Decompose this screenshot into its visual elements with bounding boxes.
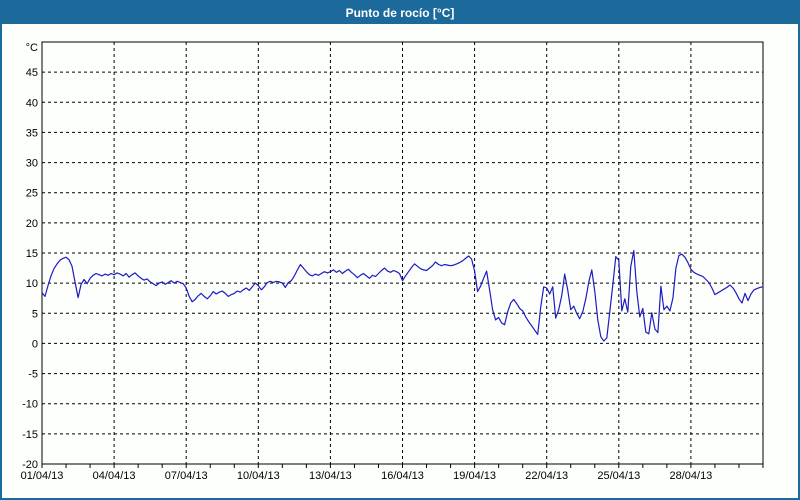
svg-text:25: 25	[26, 188, 38, 200]
x-axis-labels: 01/04/13 04/04/13 07/04/13 10/04/13 13/04/13…	[21, 470, 713, 482]
svg-text:-10: -10	[22, 399, 38, 411]
dewpoint-line	[41, 250, 764, 342]
svg-text:28/04/13: 28/04/13	[669, 470, 712, 482]
svg-text:15: 15	[26, 248, 38, 260]
svg-text:30: 30	[26, 158, 38, 170]
svg-text:25/04/13: 25/04/13	[597, 470, 640, 482]
svg-text:10: 10	[26, 278, 38, 290]
title-bar: Punto de rocío [°C]	[2, 2, 798, 24]
y-axis-unit-label: °C	[26, 42, 38, 54]
svg-text:19/04/13: 19/04/13	[453, 470, 496, 482]
chart-title: Punto de rocío [°C]	[345, 6, 455, 20]
svg-text:10/04/13: 10/04/13	[237, 470, 280, 482]
svg-text:0: 0	[32, 338, 38, 350]
svg-text:-15: -15	[22, 429, 38, 441]
svg-text:40: 40	[26, 97, 38, 109]
x-axis-ticks	[41, 464, 764, 468]
svg-text:45: 45	[26, 67, 38, 79]
x-gridlines	[113, 42, 692, 464]
svg-text:35: 35	[26, 127, 38, 139]
svg-text:20: 20	[26, 218, 38, 230]
svg-text:22/04/13: 22/04/13	[525, 470, 568, 482]
svg-text:-20: -20	[22, 459, 38, 471]
svg-text:5: 5	[32, 308, 38, 320]
svg-text:-5: -5	[28, 369, 38, 381]
svg-text:04/04/13: 04/04/13	[93, 470, 136, 482]
svg-text:16/04/13: 16/04/13	[381, 470, 424, 482]
svg-text:07/04/13: 07/04/13	[165, 470, 208, 482]
y-axis-labels: -20 -15 -10 -5 0 5 10 15 20 25 30 35 40 45 °C	[22, 42, 38, 471]
svg-text:01/04/13: 01/04/13	[21, 470, 64, 482]
svg-text:13/04/13: 13/04/13	[309, 470, 352, 482]
